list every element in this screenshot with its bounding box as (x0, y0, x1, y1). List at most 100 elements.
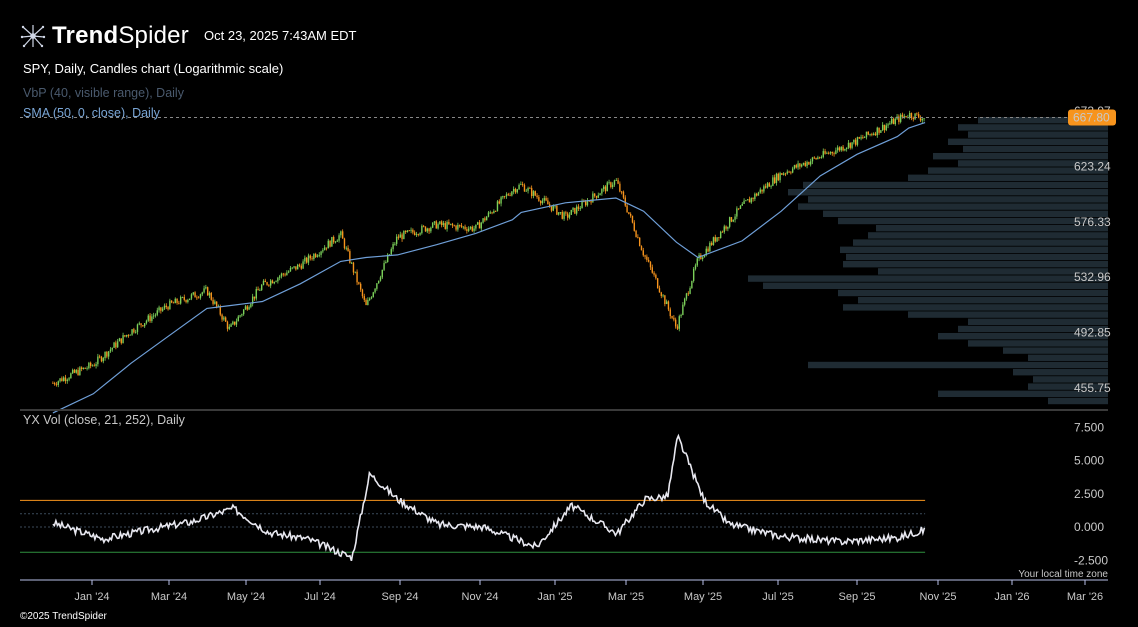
candle-body (104, 351, 106, 359)
candle-body (473, 228, 475, 231)
candle-body (197, 297, 200, 299)
candle-body (437, 224, 439, 229)
candle-body (345, 247, 347, 249)
candle-body (824, 151, 826, 154)
candle-body (714, 237, 716, 242)
candle-body (611, 184, 614, 188)
vbp-bar (928, 167, 1108, 174)
candle-body (829, 151, 832, 154)
candle-body (343, 238, 346, 249)
candle-body (799, 163, 801, 167)
candle-body (790, 172, 792, 174)
candle-body (637, 237, 639, 238)
candle-body (289, 268, 292, 272)
candle-body (572, 207, 574, 210)
candle-body (421, 225, 423, 234)
candle-body (250, 303, 252, 308)
candle-body (55, 384, 58, 386)
candle-body (507, 194, 509, 196)
candle-body (161, 308, 164, 311)
candle-body (565, 212, 567, 214)
x-tick-label: Jan '26 (994, 591, 1029, 603)
vbp-bar (876, 225, 1108, 232)
candle-body (748, 199, 751, 203)
chart-title: SPY, Daily, Candles chart (Logarithmic s… (23, 61, 284, 76)
candle-body (800, 164, 803, 167)
candle-body (68, 378, 70, 380)
vbp-bar (853, 239, 1108, 246)
candle-body (374, 288, 376, 293)
x-tick-label: Mar '24 (151, 591, 187, 603)
candle-body (561, 212, 563, 219)
sma-line (52, 122, 926, 414)
vol-tick-label: 2.500 (1074, 487, 1104, 501)
candle-body (115, 342, 117, 348)
sma-indicator-label[interactable]: SMA (50, 0, close), Daily (23, 106, 160, 120)
candle-body (84, 367, 86, 369)
candle-body (124, 335, 126, 337)
timezone-label[interactable]: Your local time zone (1018, 569, 1108, 580)
candle-body (568, 214, 571, 218)
candle-body (251, 296, 254, 304)
candle-body (640, 246, 643, 251)
candle-body (543, 198, 545, 201)
candle-body (228, 326, 230, 329)
candle-body (311, 258, 313, 260)
candle-body (435, 221, 437, 229)
vbp-indicator-label[interactable]: VbP (40, visible range), Daily (23, 86, 184, 100)
candle-body (781, 173, 783, 175)
candle-body (325, 247, 328, 249)
candle-body (430, 227, 432, 232)
candle-body (899, 114, 902, 122)
candle-body (203, 288, 205, 293)
candle-body (728, 217, 731, 227)
candle-body (676, 326, 679, 329)
candle-body (80, 367, 83, 370)
candle-body (64, 377, 67, 382)
candle-body (471, 226, 473, 231)
candle-body (464, 226, 466, 230)
candle-body (629, 213, 632, 216)
candle-body (431, 222, 434, 228)
candle-body (770, 185, 772, 187)
vbp-bar (908, 311, 1108, 318)
candle-body (651, 267, 653, 273)
candle-body (872, 133, 875, 135)
price-tick-label: 576.33 (1074, 215, 1111, 229)
candle-body (865, 131, 868, 138)
candle-body (842, 146, 844, 151)
chart-datetime: Oct 23, 2025 7:43AM EDT (204, 28, 357, 43)
candle-body (340, 231, 342, 236)
candle-body (665, 301, 668, 305)
candle-body (696, 258, 698, 266)
candle-body (154, 314, 157, 316)
candle-body (91, 365, 94, 367)
candle-body (530, 188, 533, 197)
vbp-bar (878, 268, 1108, 275)
candle-body (509, 195, 511, 197)
candle-body (412, 229, 414, 233)
candle-body (138, 323, 140, 325)
yxvol-indicator-label[interactable]: YX Vol (close, 21, 252), Daily (23, 413, 185, 427)
candle-body (338, 235, 340, 241)
candle-body (160, 307, 162, 311)
candle-body (394, 243, 396, 245)
candle-body (152, 315, 155, 317)
candle-body (460, 225, 463, 227)
candle-body (716, 237, 718, 242)
candle-body (491, 212, 493, 214)
x-tick-label: Mar '25 (608, 591, 644, 603)
x-tick-label: May '25 (684, 591, 722, 603)
candle-body (905, 115, 907, 118)
candle-body (784, 173, 787, 175)
candle-body (815, 157, 817, 160)
vbp-bar (846, 253, 1108, 261)
candle-body (878, 127, 880, 133)
candle-body (545, 198, 547, 201)
candle-body (901, 114, 904, 117)
candle-body (685, 293, 688, 299)
vbp-bar (748, 275, 1108, 282)
candle-body (764, 186, 767, 188)
candle-body (608, 182, 610, 184)
